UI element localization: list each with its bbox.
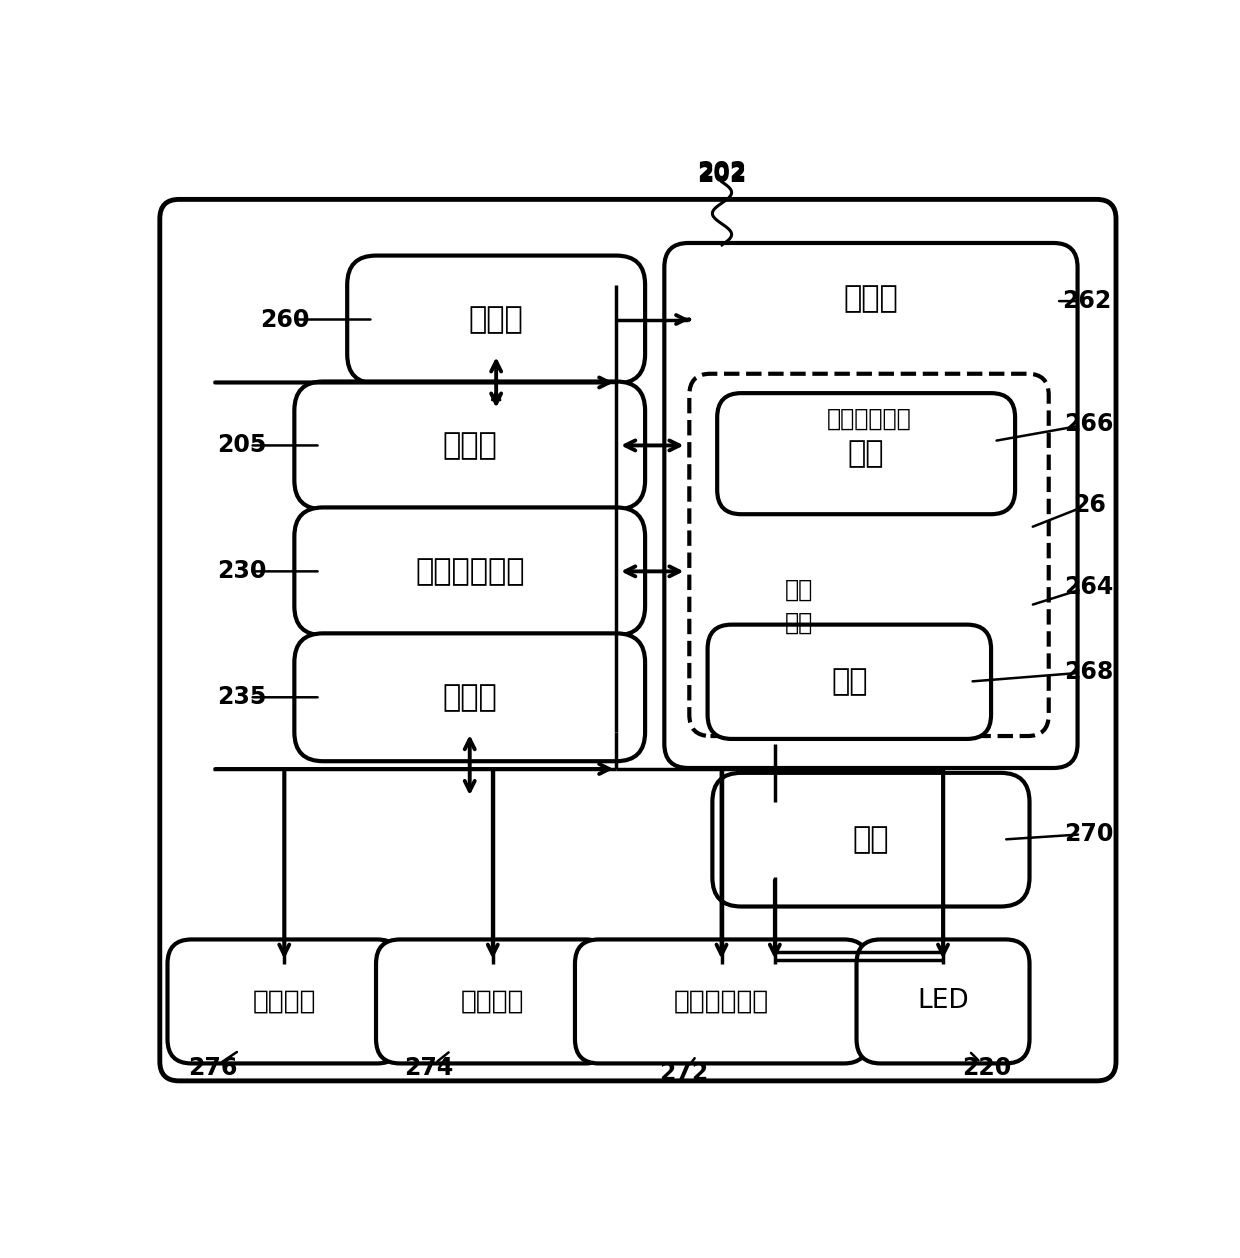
FancyBboxPatch shape — [857, 940, 1029, 1063]
Text: 264: 264 — [1064, 575, 1114, 599]
FancyBboxPatch shape — [717, 392, 1016, 515]
Text: 视频接口: 视频接口 — [253, 989, 316, 1014]
Text: 260: 260 — [260, 307, 310, 332]
FancyBboxPatch shape — [160, 199, 1116, 1081]
FancyBboxPatch shape — [712, 772, 1029, 907]
FancyBboxPatch shape — [167, 940, 401, 1063]
Text: 存储器: 存储器 — [843, 284, 898, 313]
FancyBboxPatch shape — [294, 507, 645, 635]
FancyBboxPatch shape — [708, 625, 991, 738]
Text: 270: 270 — [1064, 821, 1114, 845]
Text: 276: 276 — [188, 1057, 237, 1081]
Text: 274: 274 — [404, 1057, 454, 1081]
FancyBboxPatch shape — [665, 243, 1078, 767]
Text: 230: 230 — [217, 560, 267, 584]
Text: 外围设备端口: 外围设备端口 — [415, 557, 525, 586]
FancyBboxPatch shape — [376, 940, 610, 1063]
Text: 202: 202 — [697, 160, 746, 184]
Text: 266: 266 — [1064, 413, 1114, 437]
Text: 26: 26 — [1073, 493, 1106, 517]
Text: 智能催收模块: 智能催收模块 — [827, 406, 911, 430]
Text: 存储: 存储 — [831, 667, 868, 696]
Text: 小键盘: 小键盘 — [443, 683, 497, 712]
Text: 音频接口: 音频接口 — [461, 989, 525, 1014]
Text: 272: 272 — [658, 1062, 708, 1086]
FancyBboxPatch shape — [347, 255, 645, 384]
FancyBboxPatch shape — [294, 633, 645, 761]
FancyBboxPatch shape — [294, 381, 645, 509]
Text: 202: 202 — [697, 164, 746, 187]
Text: 220: 220 — [962, 1057, 1011, 1081]
Text: 处理器: 处理器 — [469, 304, 523, 335]
Text: 268: 268 — [1064, 660, 1114, 684]
Text: 操作
系统: 操作 系统 — [785, 577, 813, 635]
Text: 235: 235 — [217, 686, 267, 710]
Text: 电源: 电源 — [853, 825, 889, 854]
Text: 无线电接口层: 无线电接口层 — [673, 989, 769, 1014]
Text: 262: 262 — [1063, 289, 1112, 313]
FancyBboxPatch shape — [575, 940, 868, 1063]
FancyBboxPatch shape — [689, 374, 1049, 736]
Text: 205: 205 — [217, 434, 267, 458]
Text: 应用: 应用 — [848, 439, 884, 468]
Text: 显示器: 显示器 — [443, 431, 497, 460]
Text: LED: LED — [918, 989, 968, 1014]
